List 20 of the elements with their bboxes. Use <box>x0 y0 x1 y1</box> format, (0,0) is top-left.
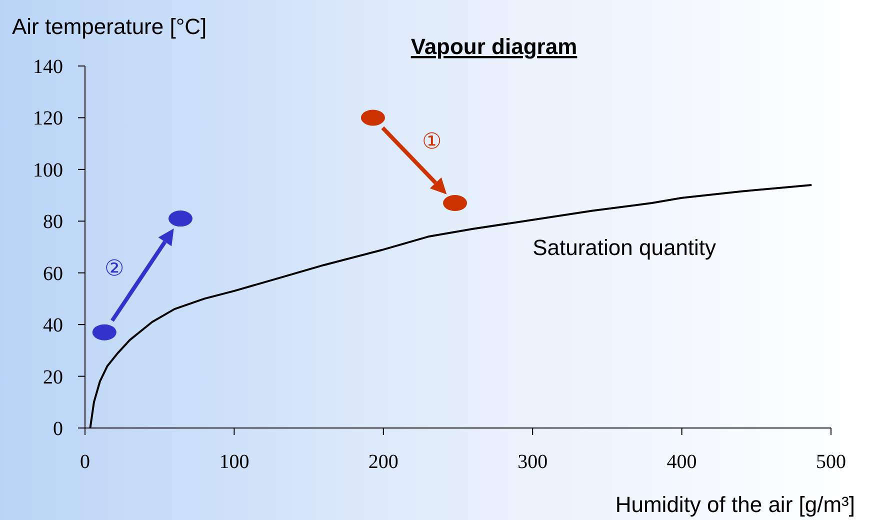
y-tick-label: 60 <box>43 262 63 285</box>
x-tick-label: 500 <box>816 451 846 473</box>
x-tick-label: 400 <box>666 451 697 473</box>
annotation: ① <box>422 128 442 154</box>
chart-title: Vapour diagram <box>410 34 578 59</box>
x-tick-label: 200 <box>368 451 398 473</box>
y-tick-label: 0 <box>53 418 63 440</box>
series-label: Saturation quantity <box>532 234 716 260</box>
y-tick-label: 80 <box>43 211 63 234</box>
y-tick-label: 20 <box>43 366 63 388</box>
y-tick-label: 140 <box>33 56 63 78</box>
x-axis-title: Humidity of the air [g/m³] <box>615 492 855 517</box>
x-tick-label: 0 <box>80 451 90 473</box>
y-tick-label: 40 <box>43 314 63 337</box>
y-axis-title: Air temperature [°C] <box>12 14 207 39</box>
y-tick-label: 100 <box>33 159 63 182</box>
x-tick-label: 300 <box>518 451 548 473</box>
y-tick-label: 120 <box>33 108 63 130</box>
x-tick-label: 100 <box>219 451 250 473</box>
annotation: ② <box>104 255 124 280</box>
